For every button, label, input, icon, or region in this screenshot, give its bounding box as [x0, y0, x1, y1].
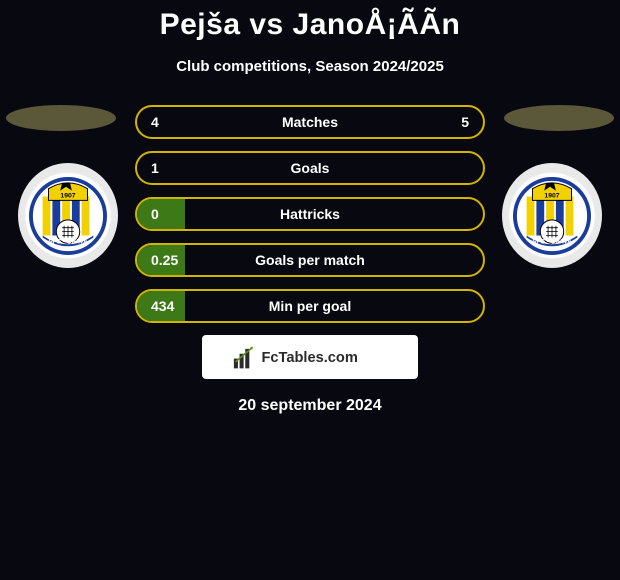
stat-label: Min per goal	[211, 298, 409, 314]
svg-text:SFC · OPAVA: SFC · OPAVA	[48, 238, 88, 245]
stat-pill-goals: 1 Goals	[135, 151, 485, 185]
fctables-logo-icon: FcTables.com	[229, 344, 392, 370]
stat-label: Goals	[211, 160, 409, 176]
svg-text:1907: 1907	[544, 192, 559, 199]
stat-label: Matches	[211, 114, 409, 130]
stat-pill-min-per-goal: 434 Min per goal	[135, 289, 485, 323]
stat-pill-goals-per-match: 0.25 Goals per match	[135, 243, 485, 277]
svg-text:1907: 1907	[60, 192, 75, 199]
stat-pill-matches: 4 Matches 5	[135, 105, 485, 139]
club-crest-icon: 1907 SFC · OPAVA	[29, 177, 107, 255]
page-title: Pejša vs JanoÅ¡ÃÃ­n	[0, 0, 620, 42]
stat-left-value: 434	[151, 298, 211, 314]
stat-pill-hattricks: 0 Hattricks	[135, 197, 485, 231]
stat-left-value: 4	[151, 114, 211, 130]
stat-label: Hattricks	[211, 206, 409, 222]
stats-container: 1907 SFC · OPAVA 1907 SFC · OPAVA	[0, 105, 620, 323]
attribution-logo: FcTables.com	[202, 335, 418, 379]
club-badge-left: 1907 SFC · OPAVA	[18, 163, 118, 268]
stat-row: 434 Min per goal	[0, 289, 620, 323]
player-shadow-right	[504, 105, 614, 131]
date-text: 20 september 2024	[0, 397, 620, 415]
stat-left-value: 0	[151, 206, 211, 222]
page-subtitle: Club competitions, Season 2024/2025	[0, 58, 620, 75]
svg-text:SFC · OPAVA: SFC · OPAVA	[532, 238, 572, 245]
player-shadow-left	[6, 105, 116, 131]
stat-right-value: 5	[409, 114, 469, 130]
club-badge-right: 1907 SFC · OPAVA	[502, 163, 602, 268]
stat-label: Goals per match	[211, 252, 409, 268]
attribution-text: FcTables.com	[261, 350, 357, 366]
stat-left-value: 1	[151, 160, 211, 176]
club-crest-icon: 1907 SFC · OPAVA	[513, 177, 591, 255]
stat-left-value: 0.25	[151, 252, 211, 268]
